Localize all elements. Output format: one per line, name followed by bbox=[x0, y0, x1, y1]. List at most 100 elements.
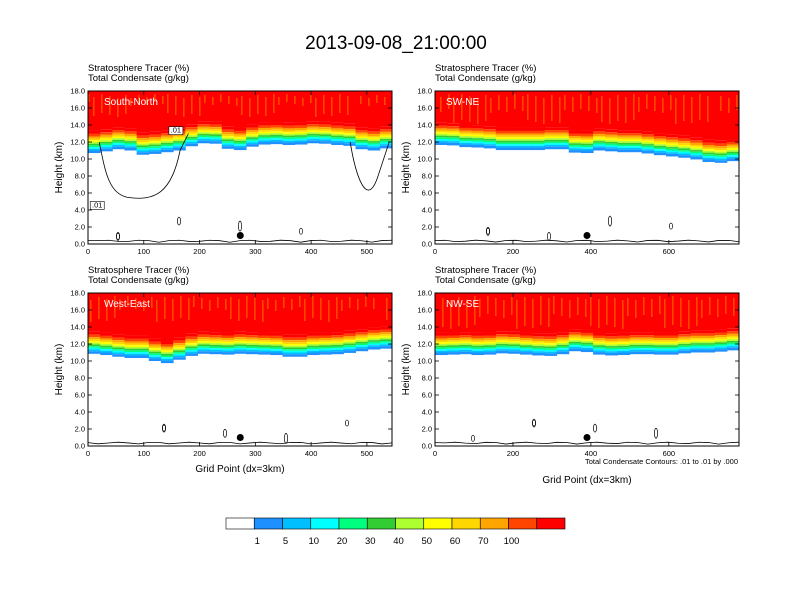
tracer-cell bbox=[471, 344, 485, 346]
contour-label-box bbox=[168, 126, 184, 135]
tracer-cell bbox=[495, 344, 509, 346]
tracer-cell bbox=[173, 293, 186, 338]
tracer-streak bbox=[532, 299, 534, 328]
tracer-cell bbox=[379, 334, 393, 336]
tracer-cell bbox=[367, 136, 381, 138]
tracer-cell bbox=[112, 349, 125, 351]
tracer-cell bbox=[258, 127, 271, 131]
y-tick-label: 6.0 bbox=[422, 189, 432, 198]
tracer-cell bbox=[100, 340, 113, 343]
tracer-cell bbox=[112, 146, 125, 150]
tracer-cell bbox=[246, 124, 259, 128]
tracer-cell bbox=[124, 139, 138, 142]
tracer-cell bbox=[544, 344, 558, 347]
tracer-streak bbox=[302, 98, 304, 106]
tracer-cell bbox=[605, 349, 618, 352]
tracer-cell bbox=[88, 145, 101, 148]
tracer-cell bbox=[343, 143, 357, 146]
tracer-cell bbox=[702, 348, 716, 350]
tracer-cell bbox=[544, 336, 558, 340]
contour-label: .01 bbox=[168, 126, 184, 135]
tracer-cell bbox=[714, 155, 728, 157]
region-label: South-North bbox=[104, 97, 158, 108]
tracer-cell bbox=[306, 338, 320, 341]
tracer-cell bbox=[258, 135, 271, 137]
tracer-cell bbox=[379, 131, 393, 134]
tracer-cell bbox=[136, 138, 150, 141]
y-tick-label: 0.0 bbox=[422, 442, 432, 451]
y-axis-label: Height (km) bbox=[401, 344, 412, 396]
tracer-cell bbox=[258, 91, 271, 123]
tracer-cell bbox=[641, 348, 655, 350]
tracer-cell bbox=[221, 132, 235, 135]
tracer-cell bbox=[617, 147, 631, 150]
tracer-cell bbox=[185, 124, 198, 128]
tracer-cell bbox=[270, 293, 284, 333]
tracer-cell bbox=[726, 144, 740, 147]
condensate-contour bbox=[162, 423, 166, 433]
tracer-cell bbox=[258, 133, 271, 136]
colorbar-box bbox=[479, 517, 509, 530]
tracer-cell bbox=[702, 339, 716, 342]
tracer-cell bbox=[197, 130, 211, 133]
tracer-cell bbox=[367, 137, 381, 140]
tracer-cell bbox=[471, 128, 485, 131]
tracer-cell bbox=[343, 346, 357, 349]
tracer-cell bbox=[641, 332, 655, 336]
tracer-cell bbox=[124, 142, 138, 145]
tracer-cell bbox=[343, 138, 357, 140]
tracer-cell bbox=[270, 139, 284, 142]
tracer-cell bbox=[714, 160, 728, 163]
tracer-cell bbox=[306, 340, 320, 343]
tracer-cell bbox=[714, 156, 728, 159]
tracer-cell bbox=[483, 126, 497, 130]
tracer-cell bbox=[319, 350, 332, 353]
tracer-cell bbox=[435, 350, 448, 353]
tracer-cell bbox=[495, 142, 509, 145]
tracer-cell bbox=[568, 130, 582, 134]
tracer-cell bbox=[282, 142, 296, 145]
tracer-cell bbox=[556, 127, 570, 131]
tracer-cell bbox=[197, 91, 211, 122]
x-tick-label: 200 bbox=[507, 247, 520, 256]
tracer-cell bbox=[221, 141, 235, 143]
tracer-cell bbox=[209, 337, 223, 340]
tracer-cell bbox=[319, 335, 332, 339]
tracer-cell bbox=[568, 146, 582, 149]
tracer-cell bbox=[100, 332, 113, 336]
tracer-cell bbox=[270, 347, 284, 350]
tracer-cell bbox=[88, 342, 101, 345]
tracer-streak bbox=[577, 297, 579, 315]
tracer-cell bbox=[507, 133, 521, 136]
tracer-cell bbox=[246, 132, 259, 134]
tracer-cell bbox=[282, 337, 296, 341]
tracer-cell bbox=[459, 346, 472, 349]
panel-title-condensate: Total Condensate (g/kg) bbox=[435, 73, 536, 84]
tracer-cell bbox=[197, 337, 211, 340]
tracer-cell bbox=[233, 127, 247, 131]
tracer-cell bbox=[100, 344, 113, 346]
tracer-streak bbox=[448, 94, 450, 109]
tracer-cell bbox=[319, 136, 332, 138]
tracer-cell bbox=[270, 131, 284, 134]
tracer-cell bbox=[319, 130, 332, 133]
tracer-cell bbox=[653, 348, 667, 351]
tracer-cell bbox=[580, 349, 594, 353]
tracer-cell bbox=[605, 129, 618, 133]
tracer-cell bbox=[605, 346, 618, 348]
tracer-cell bbox=[294, 125, 308, 128]
tracer-cell bbox=[173, 350, 186, 353]
tracer-cell bbox=[507, 339, 521, 342]
tracer-cell bbox=[507, 347, 521, 350]
tracer-streak bbox=[331, 97, 333, 116]
tracer-cell bbox=[343, 336, 357, 339]
tracer-cell bbox=[495, 347, 509, 350]
tracer-cell bbox=[483, 142, 497, 145]
tracer-cell bbox=[379, 335, 393, 338]
tracer-cell bbox=[593, 141, 606, 143]
tracer-cell bbox=[435, 352, 448, 356]
y-tick-label: 18.0 bbox=[70, 289, 85, 298]
tracer-cell bbox=[483, 338, 497, 341]
tracer-cell bbox=[160, 352, 174, 354]
tracer-cell bbox=[435, 293, 448, 333]
